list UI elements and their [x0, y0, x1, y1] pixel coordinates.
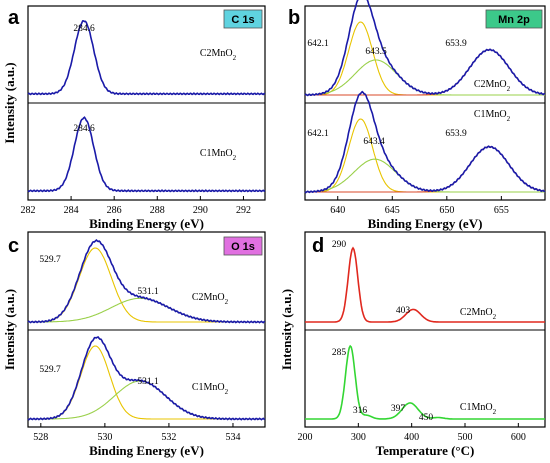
peak-label: 316 [353, 406, 368, 416]
y-axis-title: Intensity (a.u.) [279, 289, 294, 370]
peak-label: 284.6 [73, 124, 95, 134]
peak-label: 642.1 [307, 129, 329, 139]
x-tick-label: 530 [97, 432, 112, 443]
spectrum-curve [304, 90, 546, 194]
series-label: C2MnO2 [192, 292, 229, 306]
peak-label: 285 [332, 348, 347, 358]
series-label: C1MnO2 [460, 402, 497, 416]
x-tick-label: 532 [161, 432, 176, 443]
panel-letter: d [312, 235, 324, 257]
peak-label: 403 [396, 306, 411, 316]
x-axis-title: Temperature (°C) [376, 443, 475, 458]
x-tick-label: 286 [107, 205, 122, 216]
x-axis-title: Binding Energy (eV) [89, 216, 204, 231]
panel-c: 528 530 532 534 Binding Energy (eV) Intensity… [2, 231, 266, 458]
series-label: C1MnO2 [200, 148, 237, 162]
x-tick-label: 290 [193, 205, 208, 216]
peak-label: 531.1 [137, 287, 159, 297]
peak-label: 642.1 [307, 39, 329, 49]
x-tick-label: 300 [351, 432, 366, 443]
x-tick-label: 640 [330, 205, 345, 216]
series-label: C2MnO2 [474, 79, 511, 93]
peak-label: 643.4 [363, 137, 385, 147]
spectrum-curve [304, 0, 546, 97]
x-tick-label: 528 [33, 432, 48, 443]
y-axis-title: Intensity (a.u.) [2, 289, 17, 370]
spectrum-curve [27, 20, 266, 96]
peak-label: 653.9 [445, 39, 467, 49]
panel-d: 200 300 400 500 600 Temperature (°C) Intensity… [279, 231, 546, 458]
x-tick-label: 650 [439, 205, 454, 216]
x-tick-label: 400 [404, 432, 419, 443]
core-level-tag-text: Mn 2p [498, 14, 530, 26]
core-level-tag [485, 9, 543, 29]
peak-label: 653.9 [445, 129, 467, 139]
spectrum-curve [305, 344, 545, 420]
fit-component-curve [305, 146, 546, 193]
spectrum-curve [27, 336, 266, 421]
x-tick-label: 645 [385, 205, 400, 216]
x-axis-title: Binding Energy (eV) [89, 443, 204, 458]
spectrum-curve [305, 246, 545, 323]
x-tick-label: 200 [298, 432, 313, 443]
y-axis-title: Intensity (a.u.) [2, 62, 17, 143]
panel-letter: a [8, 7, 20, 29]
x-tick-label: 288 [150, 205, 165, 216]
peak-label: 290 [332, 240, 347, 250]
panel-a: 282 284 286 288 290 292 Binding Energy (eV) Int… [2, 5, 266, 231]
x-tick-label: 500 [458, 432, 473, 443]
core-level-tag-text: O 1s [231, 241, 255, 253]
fit-component-curve [305, 118, 545, 193]
peak-label: 531.1 [137, 377, 159, 387]
core-level-tag [223, 9, 263, 29]
peak-label: 643.5 [365, 47, 387, 57]
peak-label: 529.7 [39, 365, 61, 375]
panel-b: 640 645 650 655 Binding Energy (eV) b Mn 2p 642… [288, 0, 546, 231]
panel-letter: c [8, 235, 19, 257]
x-tick-label: 292 [236, 205, 251, 216]
x-tick-label: 282 [21, 205, 36, 216]
peak-label: 529.7 [39, 255, 61, 265]
core-level-tag-text: C 1s [231, 14, 254, 26]
x-axis-title: Binding Energy (eV) [368, 216, 483, 231]
x-tick-label: 600 [511, 432, 526, 443]
spectrum-curve [27, 116, 266, 193]
peak-label: 284.6 [73, 24, 95, 34]
x-tick-label: 534 [225, 432, 240, 443]
x-tick-label: 655 [494, 205, 509, 216]
series-label: C1MnO2 [474, 109, 511, 123]
series-label: C2MnO2 [460, 307, 497, 321]
series-label: C1MnO2 [192, 382, 229, 396]
peak-label: 397 [391, 404, 406, 414]
spectrum-curve [27, 239, 266, 324]
core-level-tag [223, 236, 263, 256]
panel-letter: b [288, 7, 300, 29]
series-label: C2MnO2 [200, 48, 237, 62]
x-tick-label: 284 [64, 205, 79, 216]
peak-label: 450 [419, 413, 434, 423]
